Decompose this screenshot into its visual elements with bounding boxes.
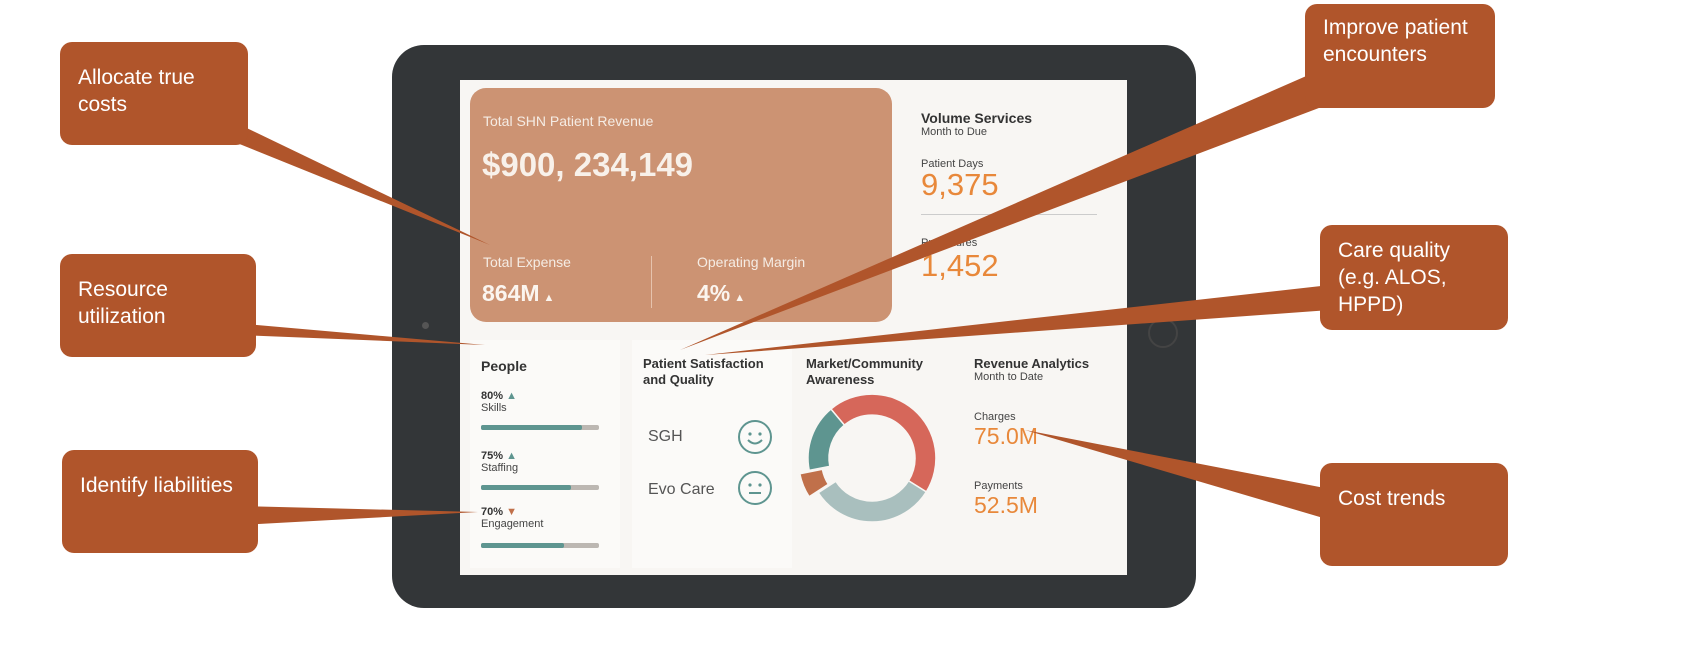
people-title: People: [481, 358, 527, 374]
procedures-value: 1,452: [921, 248, 999, 283]
revenue-card[interactable]: Total SHN Patient Revenue $900, 234,149 …: [470, 88, 892, 322]
volume-subtitle: Month to Due: [921, 126, 988, 138]
callout-care-quality: Care quality (e.g. ALOS, HPPD): [1320, 225, 1508, 330]
trend-up-icon: ▲: [543, 292, 555, 304]
callout-cost-trends: Cost trends: [1320, 463, 1508, 566]
payments-label: Payments: [974, 480, 1023, 492]
callout-resource-utilization: Resource utilization: [60, 254, 256, 357]
engagement-pct: 70%: [481, 506, 504, 518]
sgh-label: SGH: [648, 428, 683, 445]
trend-down-icon: ▼: [506, 506, 517, 518]
evo-care-label: Evo Care: [648, 481, 715, 498]
donut-segment-2: [800, 468, 830, 498]
engagement-label: Engagement: [481, 518, 544, 530]
payments-value: 52.5M: [974, 492, 1038, 518]
donut-segment-0: [829, 393, 937, 493]
people-card: People 80% ▲ Skills 75% ▲ Staffing 70% ▼…: [470, 340, 620, 568]
trend-up-icon: ▲: [734, 292, 746, 304]
volume-title: Volume Services: [921, 110, 1033, 126]
patient-satisfaction-card: Patient Satisfaction and Quality SGH Evo …: [632, 340, 792, 568]
donut-segment-3: [807, 407, 846, 472]
satisfaction-title: Patient Satisfaction and Quality: [643, 356, 764, 387]
charges-value: 75.0M: [974, 423, 1038, 449]
camera-icon: [422, 322, 429, 329]
skills-progress: [481, 425, 599, 430]
skills-pct: 80%: [481, 390, 504, 402]
neutral-face-icon: [738, 471, 772, 505]
staffing-pct: 75%: [481, 450, 504, 462]
callout-allocate-true-costs: Allocate true costs: [60, 42, 248, 145]
expense-value: 864M: [482, 280, 540, 306]
revenue-analytics-panel: Revenue Analytics Month to Date Charges …: [974, 356, 1089, 519]
revenue-title: Total SHN Patient Revenue: [483, 113, 654, 129]
expense-label: Total Expense: [483, 254, 571, 270]
engagement-progress: [481, 543, 599, 548]
divider: [921, 214, 1097, 215]
trend-up-icon: ▲: [506, 390, 517, 402]
callout-identify-liabilities: Identify liabilities: [62, 450, 258, 553]
people-item-engagement: 70% ▼ Engagement: [481, 506, 543, 530]
market-title: Market/Community Awareness: [806, 356, 924, 387]
patient-days-value: 9,375: [921, 167, 999, 202]
people-item-skills: 80% ▲ Skills: [481, 390, 517, 414]
home-button[interactable]: [1148, 318, 1178, 348]
volume-services-panel: Volume Services Month to Due Patient Day…: [921, 110, 1097, 283]
people-item-staffing: 75% ▲ Staffing: [481, 450, 518, 474]
margin-label: Operating Margin: [697, 254, 806, 270]
skills-label: Skills: [481, 402, 507, 414]
margin-value: 4%: [697, 280, 731, 306]
callout-improve-patient-encounters: Improve patient encounters: [1305, 4, 1495, 108]
analytics-title: Revenue Analytics: [974, 356, 1090, 371]
analytics-subtitle: Month to Date: [974, 371, 1044, 383]
staffing-progress: [481, 485, 599, 490]
awareness-donut-chart: [800, 393, 937, 523]
donut-segment-1: [817, 479, 928, 523]
smile-icon: [738, 420, 772, 454]
staffing-label: Staffing: [481, 462, 519, 474]
revenue-value: $900, 234,149: [482, 146, 694, 183]
divider: [651, 256, 652, 308]
charges-label: Charges: [974, 411, 1016, 423]
trend-up-icon: ▲: [506, 450, 517, 462]
